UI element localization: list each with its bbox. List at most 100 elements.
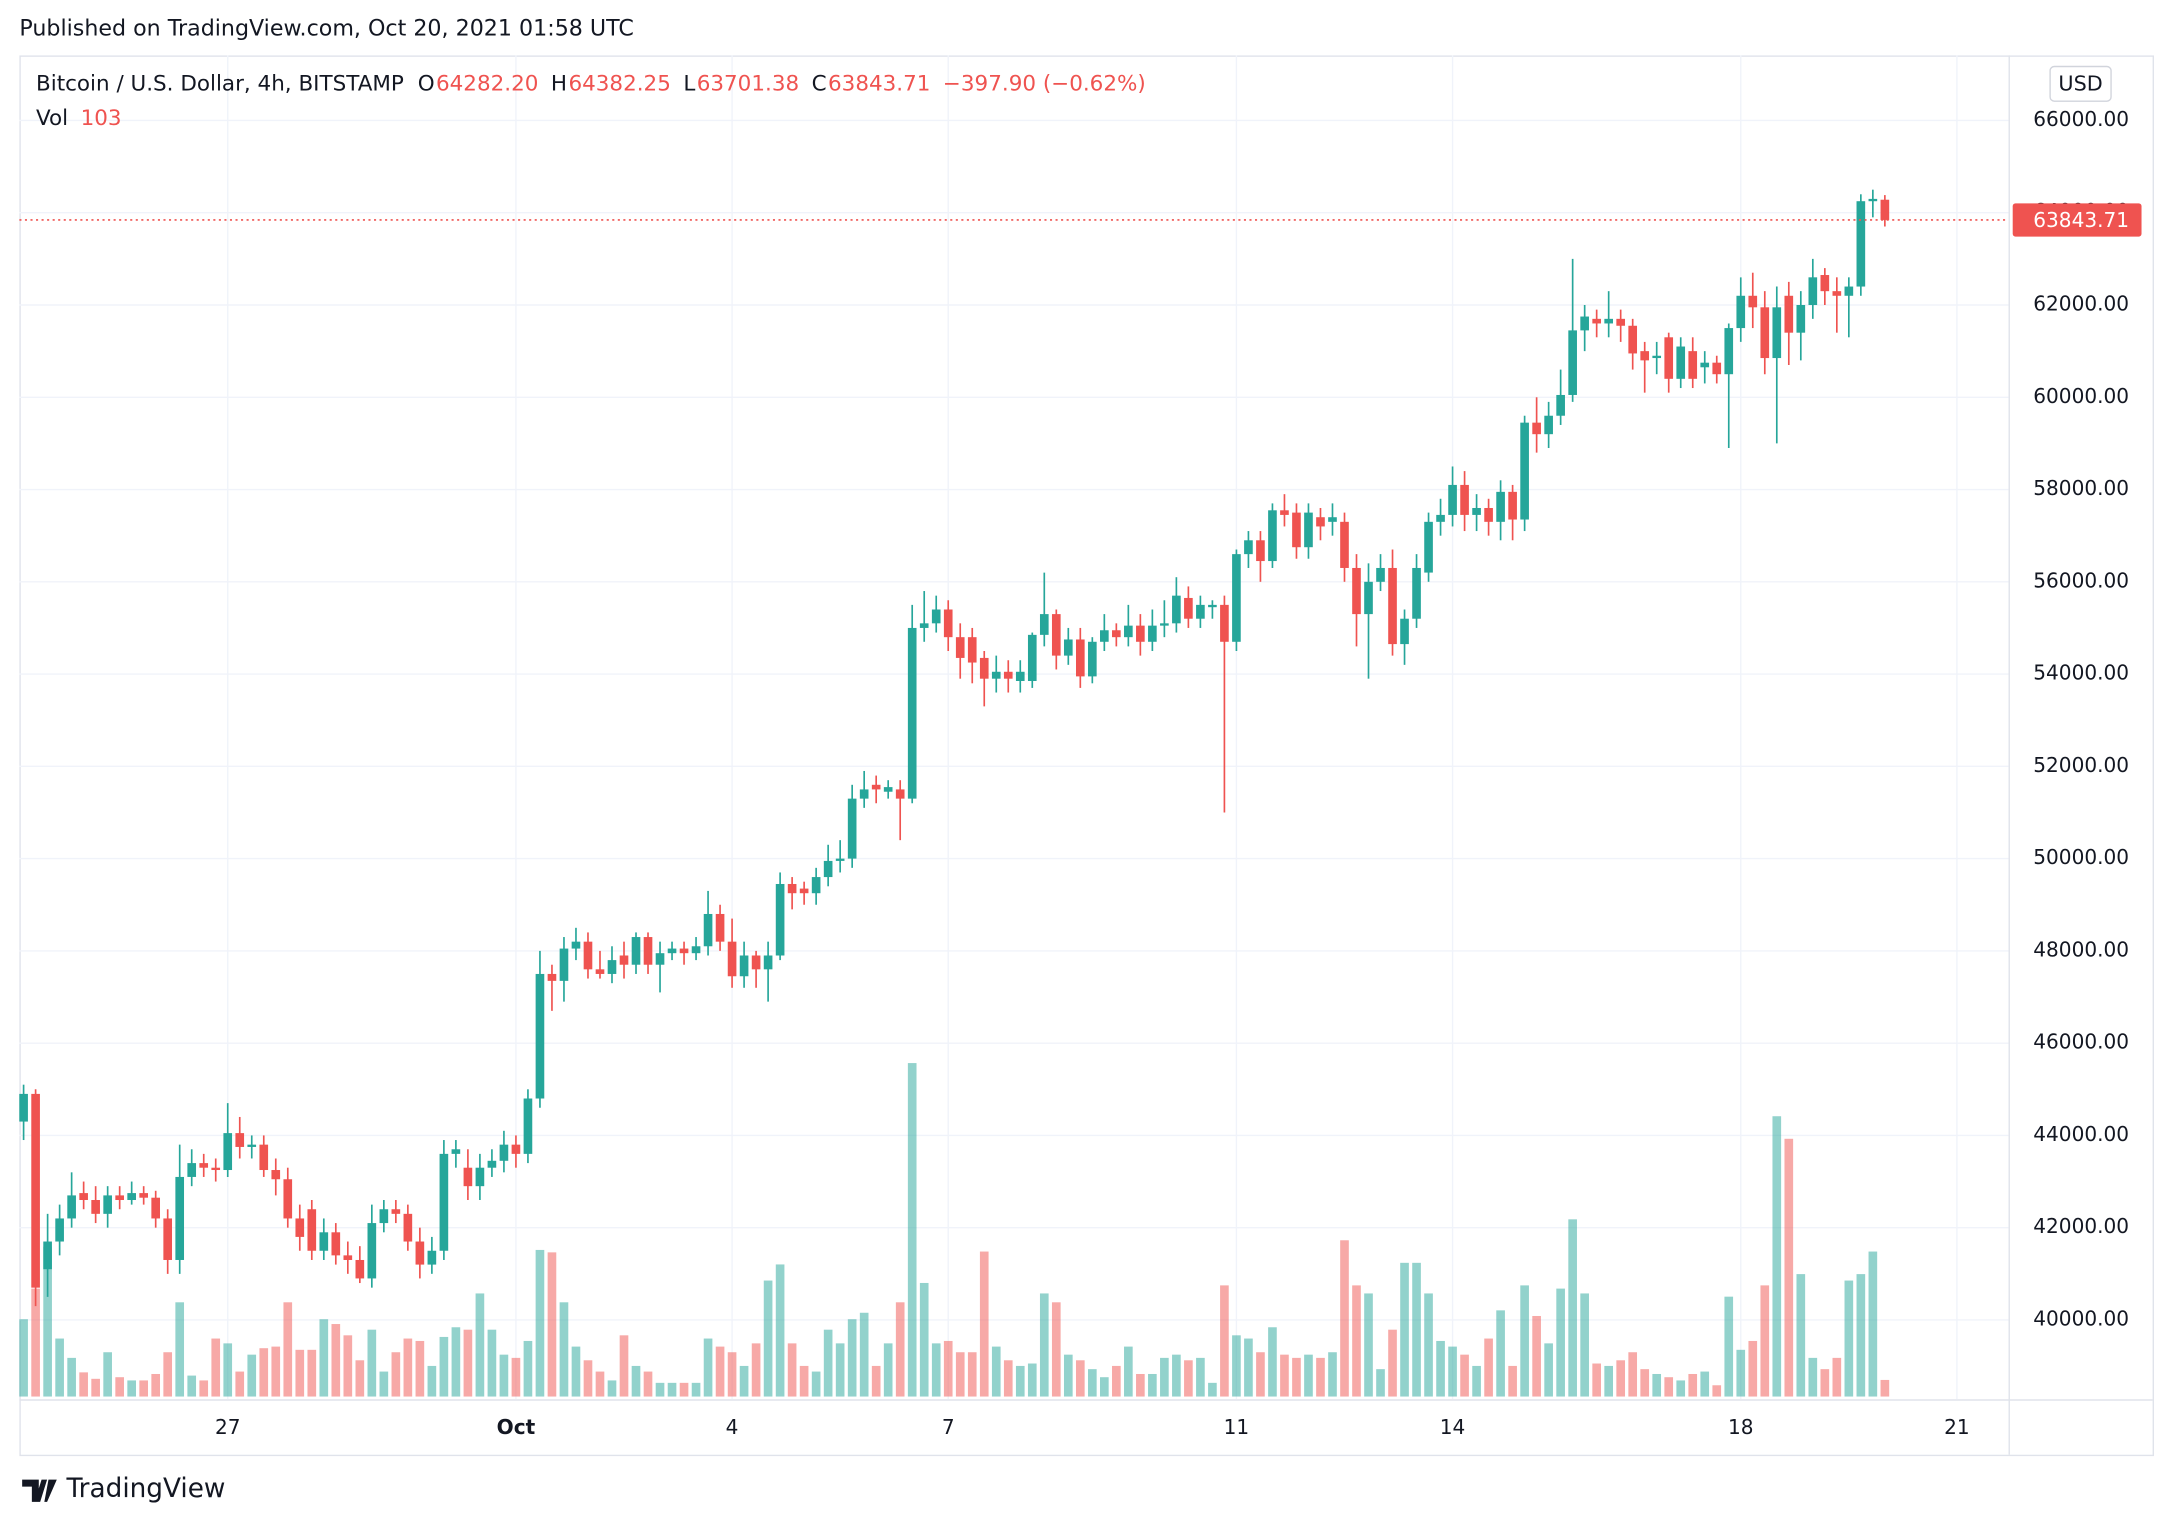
- candle-body: [1292, 512, 1301, 548]
- volume-bar: [751, 1343, 761, 1397]
- volume-bar: [811, 1371, 821, 1397]
- y-tick-label: 66000.00: [2033, 107, 2129, 131]
- volume-bar: [523, 1340, 533, 1397]
- volume-bar: [823, 1329, 833, 1397]
- volume-bar: [463, 1329, 473, 1397]
- ohlc-value: 64382.25: [568, 72, 670, 97]
- volume-bar: [1220, 1285, 1229, 1397]
- candle-body: [355, 1259, 365, 1279]
- candle-body: [943, 609, 953, 638]
- candle-body: [1160, 623, 1169, 626]
- volume-value: 103: [81, 106, 122, 131]
- grid: [19, 55, 2009, 1400]
- volume-bar: [1352, 1285, 1361, 1397]
- volume-bar: [1700, 1371, 1710, 1397]
- y-tick-label: 42000.00: [2033, 1214, 2129, 1238]
- candle-body: [1388, 567, 1397, 645]
- volume-bar: [643, 1371, 653, 1397]
- y-tick-label: 44000.00: [2033, 1122, 2129, 1146]
- volume-bar: [139, 1380, 149, 1397]
- candle-body: [1340, 521, 1349, 568]
- volume-bar: [1748, 1340, 1758, 1397]
- currency: USD: [2058, 72, 2102, 96]
- candle-body: [1003, 671, 1013, 679]
- candle-body: [619, 955, 629, 965]
- volume-bar: [583, 1360, 593, 1397]
- volume-bar: [1328, 1352, 1337, 1397]
- volume-bar: [1160, 1357, 1169, 1397]
- candle-body: [691, 946, 701, 954]
- published-note: Published on TradingView.com, Oct 20, 20…: [19, 16, 633, 42]
- volume-bar: [1051, 1302, 1061, 1397]
- candle-body: [1460, 484, 1469, 515]
- volume-bar: [1508, 1365, 1517, 1397]
- volume-bar: [1148, 1373, 1157, 1397]
- candle-body: [55, 1218, 64, 1242]
- candle-body: [67, 1195, 76, 1219]
- volume-bar: [907, 1063, 917, 1397]
- x-tick-label: 21: [1944, 1415, 1970, 1439]
- candle-body: [1015, 671, 1025, 681]
- volume-bar: [475, 1293, 485, 1397]
- x-tick-label: Oct: [497, 1415, 536, 1439]
- volume-bar: [871, 1365, 881, 1397]
- last-price-label: 63843.71: [2033, 208, 2129, 232]
- candle-body: [1424, 521, 1433, 573]
- candle-body: [1087, 641, 1097, 677]
- volume-bar: [1760, 1285, 1770, 1397]
- candle-body: [871, 784, 881, 790]
- candle-body: [163, 1218, 173, 1260]
- candle-body: [379, 1209, 389, 1224]
- candle-body: [1520, 422, 1529, 520]
- currency-box[interactable]: [2049, 65, 2112, 102]
- candle-body: [955, 637, 965, 658]
- candle-body: [1832, 291, 1842, 296]
- candle-body: [811, 877, 821, 894]
- candle-body: [1484, 507, 1493, 522]
- volume-bar: [1448, 1346, 1457, 1397]
- change: −397.90 (−0.62%): [943, 72, 1146, 97]
- candle-body: [343, 1255, 353, 1260]
- candle-body: [1724, 328, 1734, 375]
- ohlc-prefix: C: [812, 72, 827, 97]
- candle-body: [919, 623, 929, 628]
- volume-bar: [547, 1252, 557, 1397]
- candle-body: [1784, 295, 1794, 333]
- volume-bar: [1796, 1274, 1806, 1397]
- candle-body: [187, 1163, 197, 1177]
- volume-bar: [1256, 1352, 1265, 1397]
- candle-body: [1748, 295, 1758, 308]
- candle-body: [703, 913, 713, 947]
- candle-body: [535, 973, 545, 1099]
- volume-bar: [1676, 1380, 1686, 1397]
- candle-body: [415, 1241, 425, 1265]
- volume-bar: [1556, 1288, 1565, 1397]
- symbol: Bitcoin / U.S. Dollar, 4h, BITSTAMP: [36, 72, 404, 97]
- candle-body: [223, 1133, 233, 1171]
- volume-bar: [1856, 1274, 1866, 1397]
- candle-body: [967, 637, 977, 663]
- volume-bar: [511, 1357, 521, 1397]
- volume-bar: [1424, 1293, 1433, 1397]
- candle-body: [763, 955, 773, 970]
- volume-bar: [799, 1365, 809, 1397]
- candle-body: [139, 1193, 149, 1198]
- volume-bar: [1484, 1338, 1493, 1397]
- volume-bar: [1784, 1138, 1794, 1397]
- candle-body: [847, 798, 857, 859]
- volume-bar: [1520, 1285, 1529, 1397]
- candle-body: [1880, 199, 1890, 220]
- volume-bar: [1184, 1360, 1193, 1397]
- volume-bar: [199, 1380, 209, 1397]
- header: Bitcoin / U.S. Dollar, 4h, BITSTAMP O 6428…: [36, 72, 1146, 132]
- candle-body: [775, 883, 785, 956]
- candle-body: [1436, 514, 1445, 522]
- volume-bar: [1063, 1354, 1073, 1397]
- volume-bar: [175, 1302, 185, 1397]
- candle-body: [883, 787, 893, 792]
- volume-bar: [115, 1377, 124, 1397]
- volume-bar: [307, 1349, 317, 1397]
- chart-frame: [19, 55, 2154, 1457]
- volume-bar: [1616, 1360, 1626, 1397]
